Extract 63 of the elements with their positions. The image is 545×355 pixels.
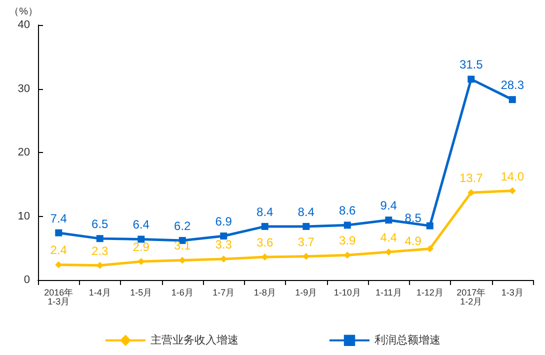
data-label: 3.1: [174, 238, 192, 253]
data-label: 8.5: [404, 210, 422, 225]
data-label: 28.3: [500, 78, 524, 92]
data-label: 3.9: [339, 234, 356, 248]
point: [96, 235, 104, 242]
x-tick-label: 2017年 1-2月: [456, 288, 486, 306]
legend-label: 主营业务收入增速: [150, 333, 238, 346]
data-label: 4.9: [404, 234, 422, 248]
data-label: 13.7: [459, 171, 484, 186]
point: [220, 232, 228, 240]
data-label: 2.9: [132, 240, 150, 254]
data-label: 3.6: [256, 236, 274, 250]
y-tick-label: 40: [18, 19, 30, 31]
data-label: 8.6: [339, 204, 356, 218]
data-label: 3.7: [298, 234, 315, 249]
x-tick-label: 1-4月: [88, 288, 111, 298]
point: [261, 222, 268, 230]
point: [96, 262, 104, 269]
y-tick-label: 0: [24, 274, 30, 286]
point: [468, 76, 475, 83]
data-label: 6.4: [132, 218, 150, 232]
point: [220, 255, 228, 262]
data-label: 14.0: [500, 169, 524, 184]
point: [385, 216, 392, 224]
data-label: 6.2: [174, 218, 192, 233]
data-label: 3.3: [215, 237, 232, 252]
x-tick-label: 1-5月: [130, 288, 152, 298]
x-tick-label: 1-8月: [254, 288, 276, 298]
y-axis-title: （%）: [9, 6, 38, 18]
x-tick-label: 1-11月: [375, 288, 402, 298]
data-label: 6.9: [215, 214, 232, 229]
data-label: 8.4: [256, 204, 274, 219]
data-label: 6.5: [92, 217, 109, 232]
x-tick-label: 1-6月: [171, 288, 194, 298]
point: [55, 229, 62, 236]
x-tick-label: 1-12月: [416, 288, 444, 298]
x-tick-label: 1-3月: [501, 288, 524, 298]
point: [508, 96, 516, 104]
x-tick-label: 1-9月: [295, 288, 318, 298]
point: [426, 222, 434, 230]
point: [302, 222, 310, 230]
y-tick-label: 20: [18, 146, 30, 158]
data-label: 9.4: [380, 198, 398, 213]
point: [344, 222, 351, 229]
data-label: 31.5: [459, 58, 484, 72]
data-label: 2.3: [92, 244, 109, 258]
point: [178, 256, 186, 264]
point: [468, 189, 475, 196]
point: [426, 245, 434, 252]
point: [508, 187, 516, 194]
point: [55, 261, 62, 268]
x-tick-label: 1-7月: [212, 288, 235, 298]
x-tick-label: 2016年 1-3月: [44, 288, 74, 306]
data-label: 2.4: [50, 243, 68, 258]
data-label: 7.4: [50, 211, 68, 226]
point: [138, 236, 145, 243]
data-label: 8.4: [298, 204, 315, 219]
y-tick-label: 30: [18, 82, 30, 95]
data-label: 4.4: [380, 230, 398, 244]
x-tick-label: 1-10月: [334, 288, 361, 298]
point: [261, 254, 268, 261]
y-tick-label: 10: [18, 210, 30, 222]
legend-label: 利润总额增速: [374, 333, 440, 346]
